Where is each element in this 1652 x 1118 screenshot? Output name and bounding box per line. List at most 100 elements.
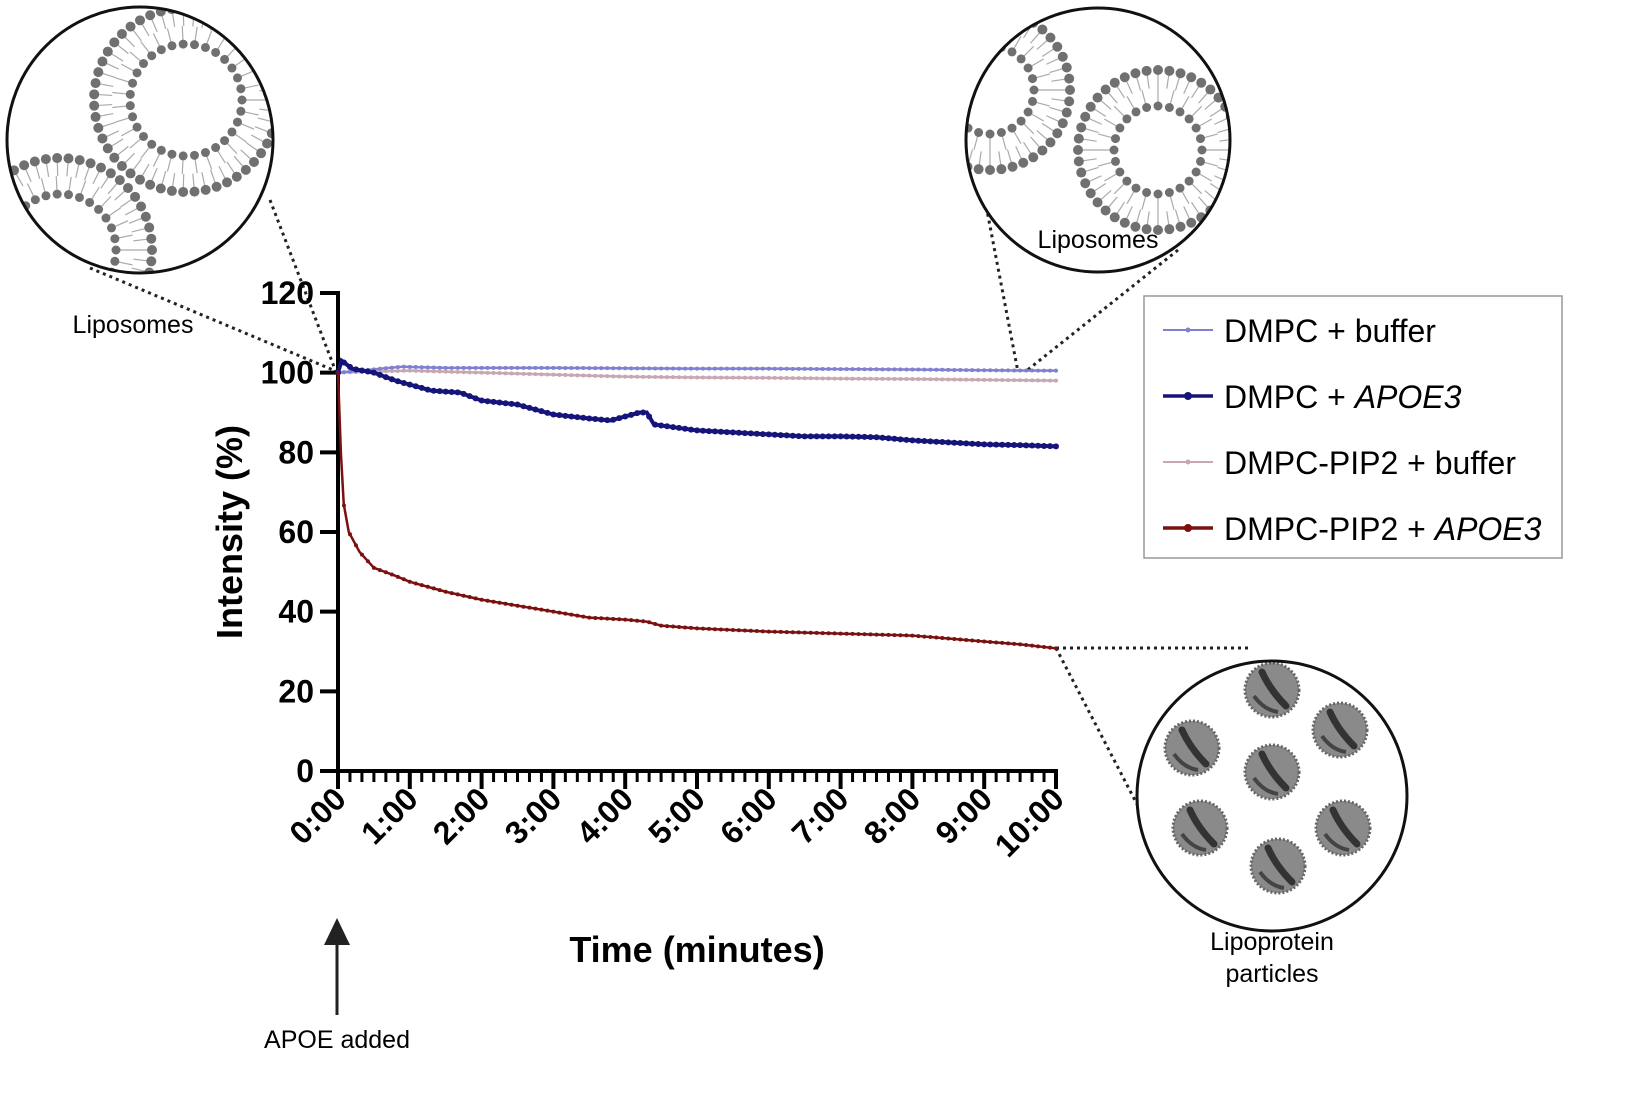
data-point bbox=[886, 377, 890, 381]
data-point bbox=[462, 370, 466, 374]
data-point bbox=[767, 630, 771, 634]
data-point bbox=[480, 366, 484, 370]
data-point bbox=[1030, 378, 1034, 382]
data-point bbox=[647, 620, 651, 624]
data-point bbox=[731, 376, 735, 380]
y-tick-label: 40 bbox=[278, 594, 314, 630]
data-point bbox=[803, 367, 807, 371]
data-point bbox=[875, 367, 879, 371]
data-point bbox=[402, 577, 406, 581]
data-point bbox=[587, 374, 591, 378]
y-tick-label: 100 bbox=[261, 355, 314, 391]
data-point bbox=[940, 377, 944, 381]
y-tick-label: 60 bbox=[278, 514, 314, 550]
data-point bbox=[719, 627, 723, 631]
data-point bbox=[964, 378, 968, 382]
data-point bbox=[384, 366, 388, 370]
data-point bbox=[934, 636, 938, 640]
series-line bbox=[338, 373, 1056, 649]
data-point bbox=[611, 366, 615, 370]
data-point bbox=[359, 367, 365, 373]
y-tick-label: 20 bbox=[278, 673, 314, 709]
data-point bbox=[449, 389, 455, 395]
data-point bbox=[766, 431, 772, 437]
data-point bbox=[402, 365, 406, 369]
data-point bbox=[863, 377, 867, 381]
data-point bbox=[689, 367, 693, 371]
data-point bbox=[737, 376, 741, 380]
data-point bbox=[629, 618, 633, 622]
data-point bbox=[683, 367, 687, 371]
data-point bbox=[569, 613, 573, 617]
data-point bbox=[903, 437, 909, 443]
data-point bbox=[952, 368, 956, 372]
data-point bbox=[354, 543, 358, 547]
x-tick-label: 0:00 bbox=[282, 780, 353, 851]
data-point bbox=[485, 398, 491, 404]
y-axis-label: Intensity (%) bbox=[209, 425, 250, 639]
data-point bbox=[982, 640, 986, 644]
data-point bbox=[677, 625, 681, 629]
data-point bbox=[557, 366, 561, 370]
data-point bbox=[976, 639, 980, 643]
data-point bbox=[635, 375, 639, 379]
data-point bbox=[988, 640, 992, 644]
data-point bbox=[993, 442, 999, 448]
data-point bbox=[1024, 378, 1028, 382]
data-point bbox=[592, 416, 598, 422]
data-point bbox=[622, 413, 628, 419]
data-point bbox=[815, 367, 819, 371]
data-point bbox=[767, 376, 771, 380]
data-point bbox=[598, 417, 604, 423]
data-point bbox=[616, 415, 622, 421]
data-point bbox=[701, 627, 705, 631]
data-point bbox=[635, 366, 639, 370]
data-point bbox=[551, 366, 555, 370]
data-point bbox=[785, 367, 789, 371]
data-point bbox=[504, 602, 508, 606]
data-point bbox=[575, 614, 579, 618]
data-point bbox=[1024, 643, 1028, 647]
data-point bbox=[791, 376, 795, 380]
data-point bbox=[682, 426, 688, 432]
data-point bbox=[629, 366, 633, 370]
data-point bbox=[1012, 642, 1016, 646]
data-point bbox=[641, 619, 645, 623]
data-point bbox=[724, 429, 730, 435]
data-point bbox=[869, 632, 873, 636]
data-point bbox=[1053, 443, 1059, 449]
data-point bbox=[468, 366, 472, 370]
data-point bbox=[396, 575, 400, 579]
data-point bbox=[743, 376, 747, 380]
data-point bbox=[396, 365, 400, 369]
data-point bbox=[521, 366, 525, 370]
data-point bbox=[1018, 378, 1022, 382]
data-point bbox=[773, 630, 777, 634]
data-point bbox=[468, 595, 472, 599]
data-point bbox=[808, 433, 814, 439]
data-point bbox=[587, 616, 591, 620]
data-point bbox=[988, 378, 992, 382]
data-point bbox=[611, 617, 615, 621]
data-point bbox=[444, 366, 448, 370]
y-tick-label: 80 bbox=[278, 434, 314, 470]
data-point bbox=[958, 638, 962, 642]
data-point bbox=[916, 377, 920, 381]
data-point bbox=[605, 374, 609, 378]
data-point bbox=[365, 369, 371, 375]
data-point bbox=[868, 434, 874, 440]
y-tick-label: 120 bbox=[261, 275, 314, 311]
data-point bbox=[928, 635, 932, 639]
data-point bbox=[1012, 368, 1016, 372]
data-point bbox=[743, 367, 747, 371]
data-point bbox=[755, 629, 759, 633]
data-point bbox=[976, 378, 980, 382]
data-point bbox=[730, 429, 736, 435]
data-point bbox=[1011, 442, 1017, 448]
data-point bbox=[712, 428, 718, 434]
data-point bbox=[797, 376, 801, 380]
data-point bbox=[533, 372, 537, 376]
data-point bbox=[713, 367, 717, 371]
data-point bbox=[1048, 379, 1052, 383]
data-point bbox=[407, 382, 413, 388]
